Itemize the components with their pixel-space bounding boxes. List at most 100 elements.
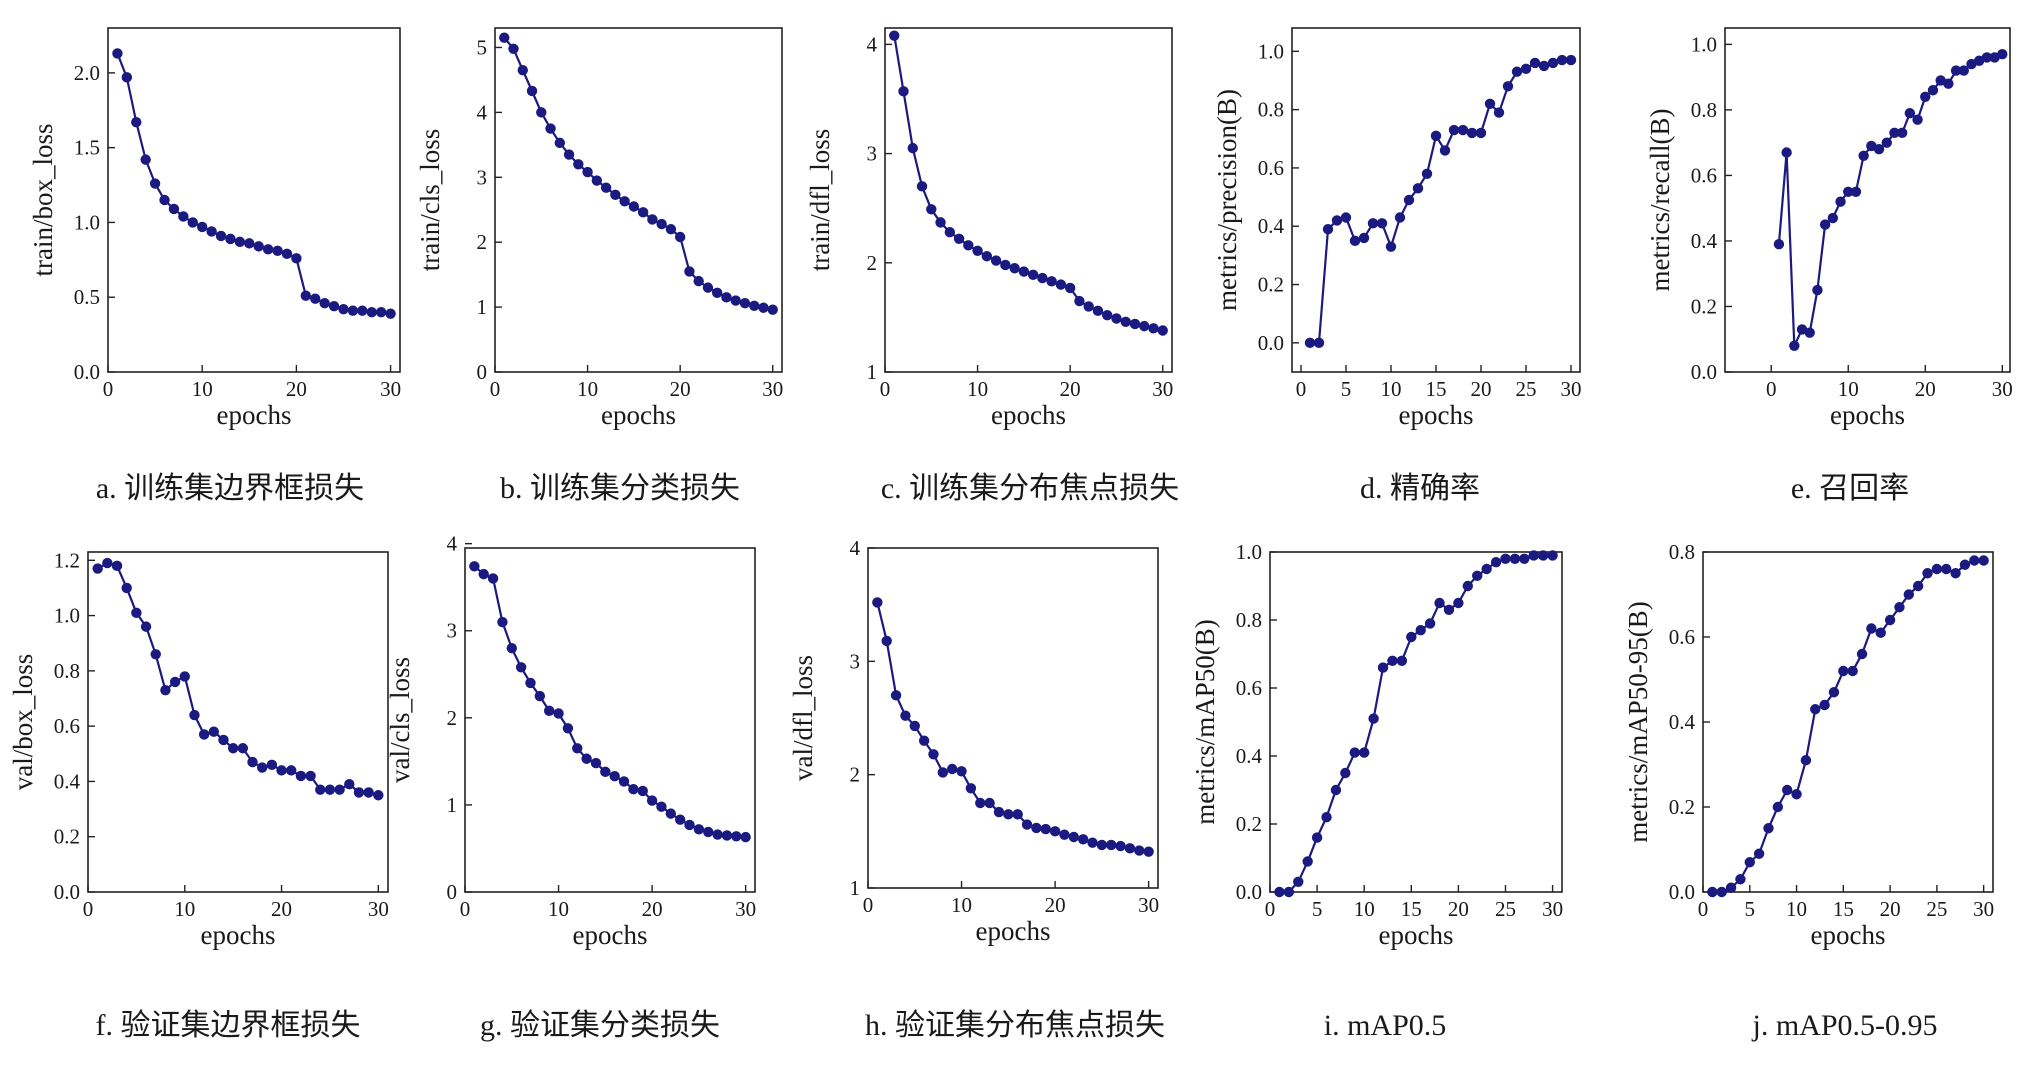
y-tick-label: 0.4 <box>54 769 81 793</box>
x-tick-label: 0 <box>490 377 501 401</box>
y-tick-label: 3 <box>867 142 878 166</box>
data-point <box>916 181 928 192</box>
data-point <box>92 563 103 574</box>
x-tick-label: 20 <box>286 377 307 401</box>
data-point <box>1129 318 1141 330</box>
x-tick-label: 30 <box>762 377 783 401</box>
data-point <box>1376 218 1388 229</box>
y-tick-label: 0.8 <box>1691 98 1717 122</box>
x-tick-label: 10 <box>192 377 213 401</box>
data-point <box>1950 568 1961 579</box>
data-point <box>1134 845 1145 856</box>
x-tick-label: 10 <box>1838 377 1859 401</box>
data-point <box>1000 259 1011 271</box>
data-point <box>300 290 312 301</box>
x-tick-label: 20 <box>1045 893 1066 917</box>
data-point <box>159 194 170 206</box>
x-tick-label: 5 <box>1312 897 1323 921</box>
chart-caption: c. 训练集分布焦点损失 <box>881 472 1179 505</box>
data-point <box>1037 272 1048 284</box>
data-point <box>112 48 123 59</box>
chart-caption: d. 精确率 <box>1360 472 1480 505</box>
data-point <box>711 287 723 299</box>
data-point <box>1293 876 1304 887</box>
data-point <box>1827 212 1839 224</box>
x-tick-label: 10 <box>174 897 195 921</box>
data-point <box>1520 63 1532 75</box>
data-point <box>179 671 190 682</box>
data-point <box>1092 305 1104 317</box>
data-point <box>1894 602 1905 613</box>
data-point <box>656 801 667 812</box>
data-point <box>160 685 171 696</box>
x-axis-label: epochs <box>201 920 276 950</box>
y-tick-label: 0.8 <box>54 659 80 683</box>
y-tick-label: 0.6 <box>1691 163 1717 187</box>
data-point <box>469 561 480 572</box>
data-point <box>1421 168 1433 179</box>
data-point <box>928 749 939 760</box>
data-point <box>324 784 336 795</box>
data-point <box>534 690 546 702</box>
y-axis-label: train/cls_loss <box>415 129 445 272</box>
data-point <box>1773 239 1785 250</box>
x-tick-label: 5 <box>1341 377 1352 401</box>
data-point <box>740 831 751 843</box>
y-axis-label: train/box_loss <box>28 124 58 277</box>
data-point <box>1472 570 1483 581</box>
data-point <box>1311 832 1323 843</box>
data-point <box>169 676 181 688</box>
data-point <box>1049 826 1061 837</box>
data-point <box>656 218 667 230</box>
data-point <box>1068 831 1080 843</box>
data-point <box>1735 874 1746 885</box>
data-point <box>1412 183 1424 194</box>
x-axis-label: epochs <box>1379 920 1454 950</box>
y-tick-label: 0.0 <box>1669 880 1695 904</box>
data-point <box>1850 186 1862 198</box>
data-point <box>196 221 208 233</box>
data-point <box>1439 145 1451 156</box>
x-axis-label: epochs <box>1830 400 1905 430</box>
data-point <box>291 253 302 264</box>
data-point <box>926 204 937 215</box>
data-point <box>674 231 686 243</box>
data-point <box>363 787 374 798</box>
data-point <box>563 149 575 160</box>
y-tick-label: 0.6 <box>1236 676 1262 700</box>
data-point <box>591 175 603 186</box>
series-line <box>97 561 379 797</box>
x-axis-label: epochs <box>1811 920 1886 950</box>
data-point <box>1547 550 1558 561</box>
data-point <box>1565 54 1577 66</box>
x-tick-label: 30 <box>368 897 389 921</box>
data-point <box>984 797 995 809</box>
data-point <box>693 275 704 287</box>
y-tick-label: 1.0 <box>1691 32 1717 56</box>
chart-caption: f. 验证集边界框损失 <box>96 1009 361 1042</box>
data-point <box>1124 843 1136 854</box>
data-point <box>1943 78 1954 89</box>
data-point <box>149 178 161 189</box>
x-tick-label: 10 <box>1354 897 1375 921</box>
data-point <box>1321 812 1332 823</box>
data-point <box>907 142 918 154</box>
data-point <box>1866 623 1877 634</box>
y-tick-label: 1 <box>477 295 488 319</box>
data-point <box>953 233 965 244</box>
data-point <box>1922 568 1933 579</box>
data-point <box>665 224 677 235</box>
data-point <box>499 32 510 43</box>
y-axis-label: val/box_loss <box>8 654 38 791</box>
x-tick-label: 10 <box>548 897 569 921</box>
data-point <box>328 300 340 312</box>
data-point <box>1003 809 1014 820</box>
data-point <box>305 770 316 782</box>
plot-frame <box>1291 27 1581 373</box>
data-point <box>937 767 949 778</box>
data-point <box>703 826 714 838</box>
data-point <box>975 797 986 809</box>
y-tick-label: 1.2 <box>54 548 80 572</box>
data-point <box>1313 337 1325 349</box>
y-tick-label: 5 <box>477 35 488 59</box>
